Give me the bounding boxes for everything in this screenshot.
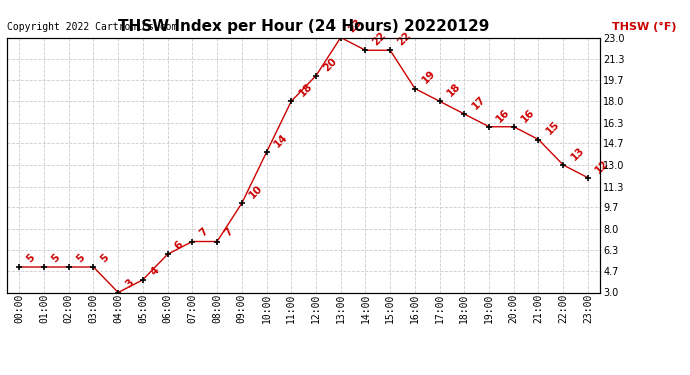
Text: 16: 16 xyxy=(495,106,512,124)
Text: 12: 12 xyxy=(593,158,611,175)
Text: 17: 17 xyxy=(470,94,487,111)
Text: 15: 15 xyxy=(544,119,562,137)
Text: THSW Index per Hour (24 Hours) 20220129: THSW Index per Hour (24 Hours) 20220129 xyxy=(118,19,489,34)
Text: 5: 5 xyxy=(50,252,61,264)
Text: THSW (°F): THSW (°F) xyxy=(612,22,677,32)
Text: 16: 16 xyxy=(520,106,537,124)
Text: 22: 22 xyxy=(371,30,388,48)
Text: 5: 5 xyxy=(99,252,111,264)
Text: Copyright 2022 Cartronics.com: Copyright 2022 Cartronics.com xyxy=(7,22,177,32)
Text: 18: 18 xyxy=(297,81,314,99)
Text: 3: 3 xyxy=(124,278,136,290)
Text: 23: 23 xyxy=(346,17,364,35)
Text: 7: 7 xyxy=(223,226,235,239)
Text: 10: 10 xyxy=(247,183,265,201)
Text: 6: 6 xyxy=(173,239,186,252)
Text: 4: 4 xyxy=(148,265,161,277)
Text: 13: 13 xyxy=(569,145,586,162)
Text: 20: 20 xyxy=(322,56,339,73)
Text: 5: 5 xyxy=(25,252,37,264)
Text: 22: 22 xyxy=(395,30,413,48)
Text: 19: 19 xyxy=(420,69,437,86)
Text: 14: 14 xyxy=(272,132,290,150)
Text: 7: 7 xyxy=(198,226,210,239)
Text: 18: 18 xyxy=(445,81,462,99)
Text: 5: 5 xyxy=(75,252,86,264)
